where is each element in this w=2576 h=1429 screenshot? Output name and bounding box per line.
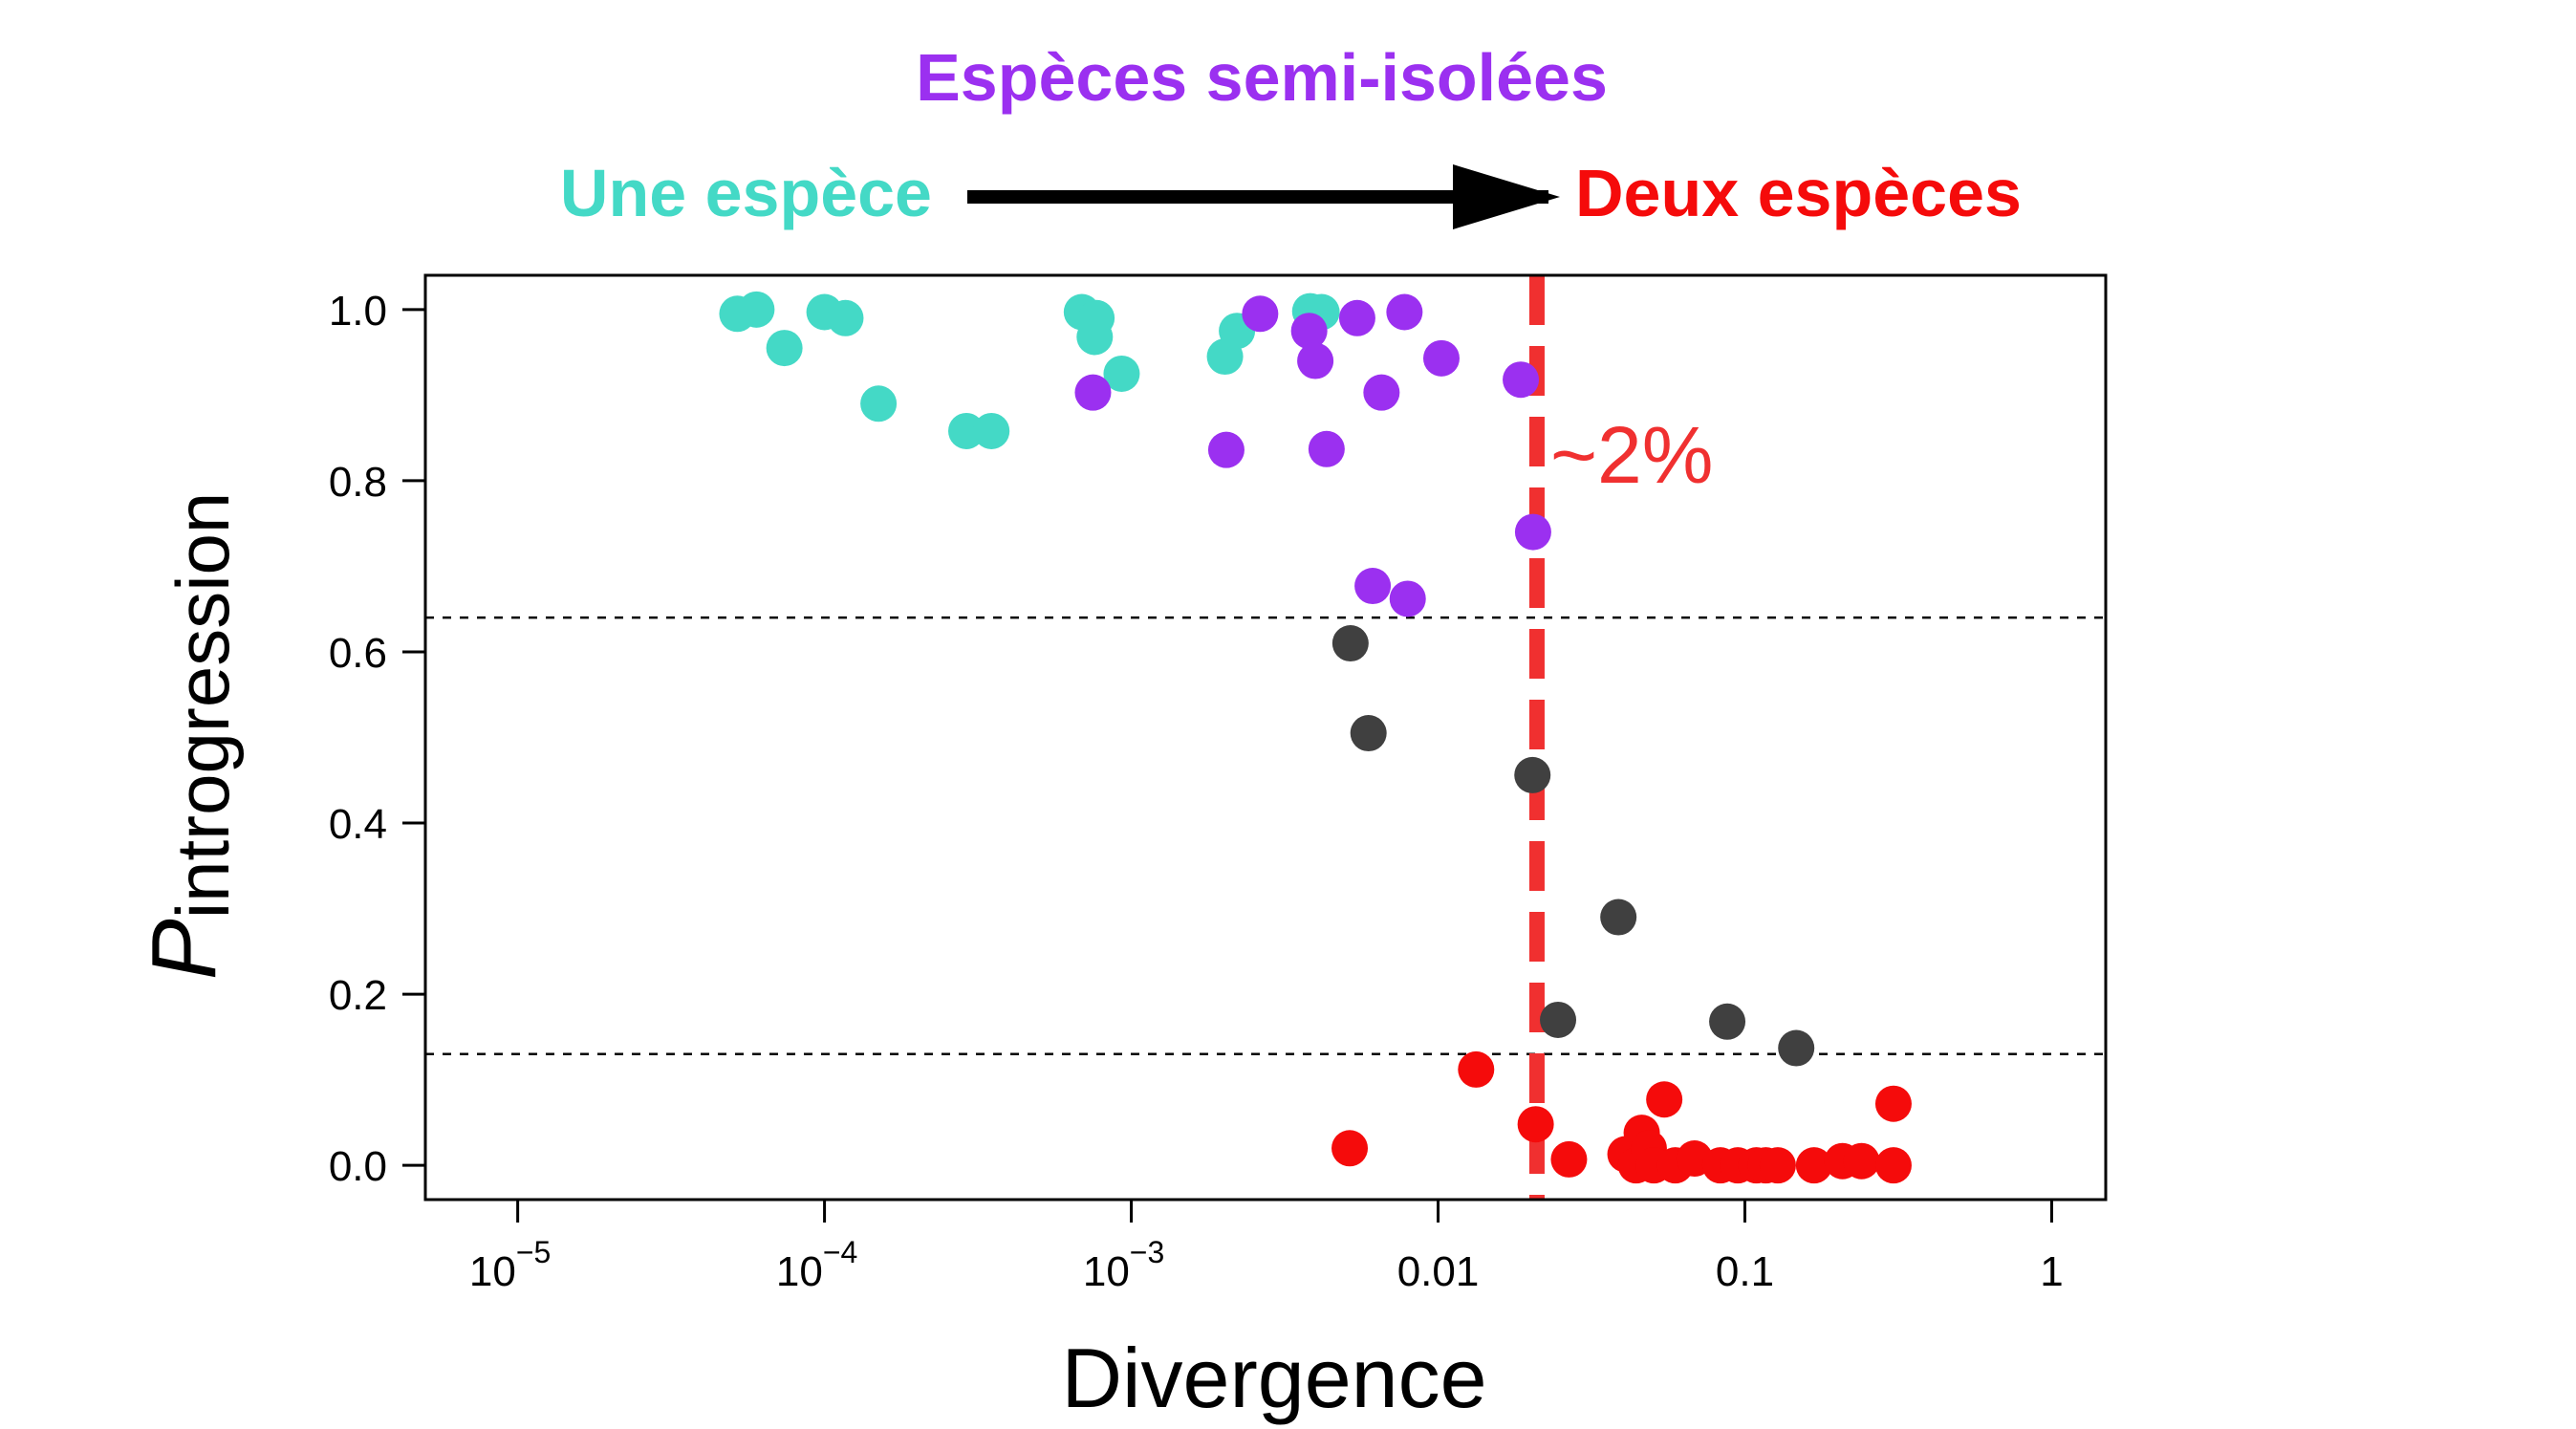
y-axis-label-sub: introgression (161, 492, 245, 920)
y-axis: 0.0 0.2 0.4 0.6 0.8 1.0 (329, 288, 425, 1190)
data-point (1076, 318, 1114, 356)
header-arrowhead (1453, 164, 1560, 229)
data-point (1354, 568, 1392, 605)
data-point (1514, 756, 1551, 793)
data-point (1600, 899, 1637, 936)
data-point (1843, 1142, 1880, 1180)
data-point (1514, 513, 1551, 551)
data-points (719, 291, 1912, 1184)
x-tick-label: 10−4 (776, 1235, 857, 1295)
data-point (827, 299, 864, 336)
data-point (1074, 374, 1112, 411)
data-point (860, 385, 898, 422)
data-point (948, 412, 985, 449)
y-axis-label: Pintrogression (133, 492, 245, 981)
data-point (1297, 342, 1334, 379)
data-point (1338, 299, 1375, 336)
y-axis-label-main: P (133, 919, 235, 980)
x-axis: 10−5 10−4 10−3 0.01 0.1 1 (469, 1200, 2064, 1295)
data-point (766, 330, 803, 367)
y-tick-label: 0.8 (329, 459, 387, 506)
x-axis-label: Divergence (1061, 1331, 1486, 1425)
data-point (1874, 1085, 1912, 1122)
data-point (1759, 1147, 1796, 1184)
threshold-lines (425, 616, 2106, 1056)
data-point (1363, 374, 1400, 411)
data-point (1308, 430, 1345, 467)
x-tick-label: 1 (2040, 1248, 2063, 1295)
header-one-species: Une espèce (560, 156, 932, 230)
data-point (1103, 355, 1140, 392)
data-point (1422, 339, 1460, 377)
data-point (1646, 1081, 1683, 1118)
header-two-species: Deux espèces (1575, 156, 2022, 230)
plot-frame (423, 273, 2108, 1202)
x-tick-label: 10−3 (1083, 1235, 1164, 1295)
y-tick-label: 0.4 (329, 801, 387, 848)
y-tick-label: 0.0 (329, 1143, 387, 1190)
data-point (1795, 1147, 1832, 1184)
data-point (1517, 1106, 1554, 1143)
y-tick-label: 0.2 (329, 972, 387, 1019)
data-point (1331, 1130, 1369, 1167)
header-semi-isolated: Espèces semi-isolées (916, 40, 1608, 115)
data-point (1709, 1003, 1746, 1040)
data-point (1207, 431, 1245, 468)
x-tick-label: 0.1 (1716, 1248, 1774, 1295)
data-point (1386, 293, 1423, 331)
data-point (1458, 1050, 1495, 1088)
data-point (1331, 625, 1369, 662)
data-point (738, 291, 775, 328)
y-tick-label: 1.0 (329, 288, 387, 335)
x-tick-label: 10−5 (469, 1235, 551, 1295)
threshold-annotation: ~2% (1550, 410, 1713, 500)
data-point (1874, 1147, 1912, 1184)
data-point (1242, 295, 1279, 333)
data-point (1550, 1140, 1588, 1178)
data-point (973, 412, 1010, 449)
x-tick-label: 0.01 (1397, 1248, 1480, 1295)
data-point (1503, 361, 1540, 399)
y-tick-label: 0.6 (329, 630, 387, 677)
data-point (1290, 313, 1328, 350)
data-point (1540, 1001, 1577, 1038)
data-point (1350, 715, 1387, 752)
svg-text:Pintrogression: Pintrogression (133, 492, 245, 981)
data-point (1389, 580, 1426, 617)
data-point (1778, 1029, 1815, 1067)
